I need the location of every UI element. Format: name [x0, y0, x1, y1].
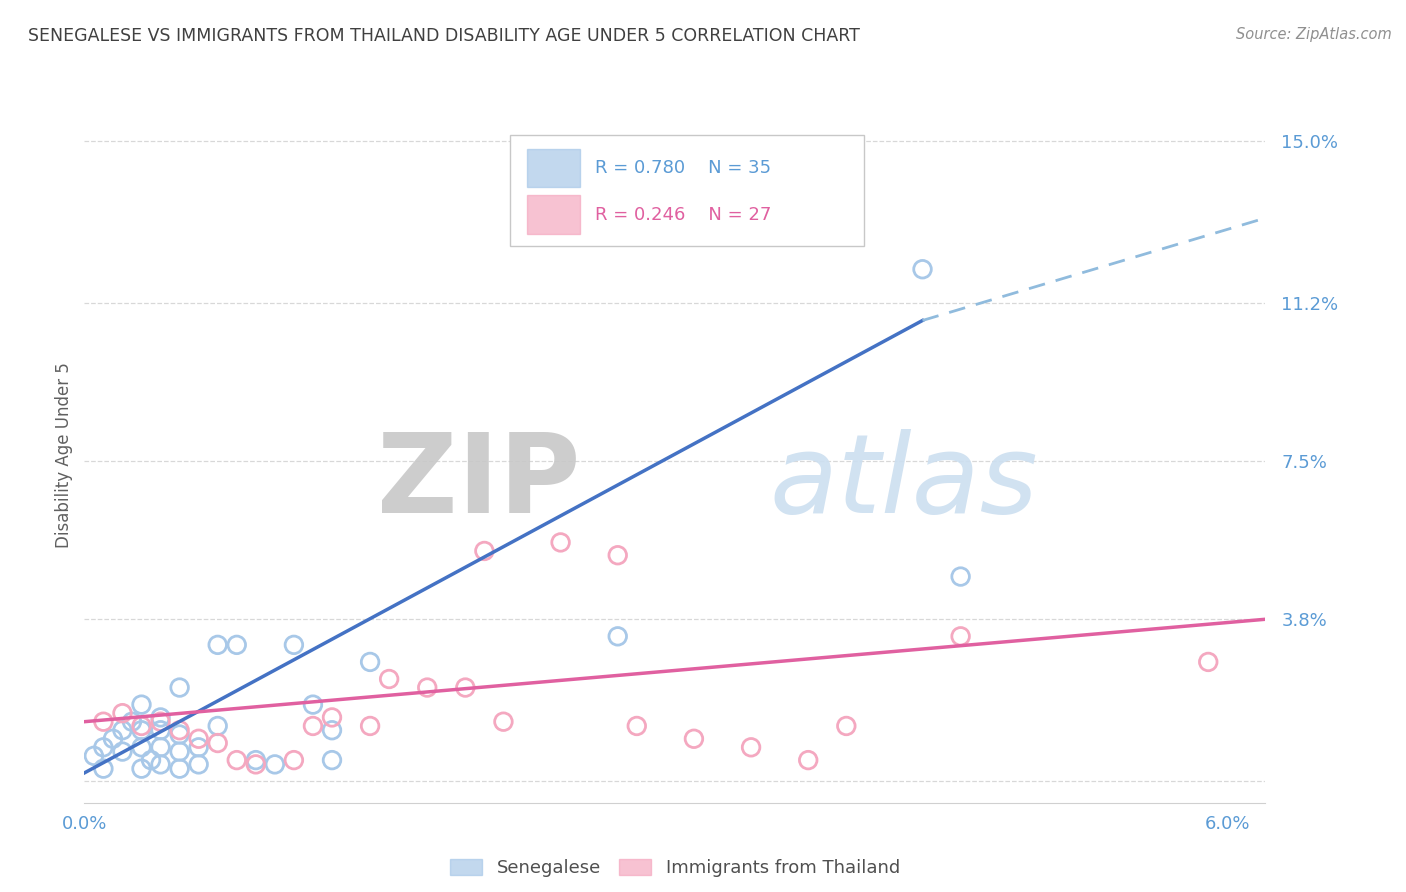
Point — [835, 719, 858, 733]
Point — [131, 723, 153, 738]
Point — [187, 740, 209, 755]
Point — [101, 731, 124, 746]
Point — [245, 753, 267, 767]
Point — [131, 719, 153, 733]
Text: Source: ZipAtlas.com: Source: ZipAtlas.com — [1236, 27, 1392, 42]
Point — [416, 681, 439, 695]
Legend: Senegalese, Immigrants from Thailand: Senegalese, Immigrants from Thailand — [443, 852, 907, 884]
Point — [949, 629, 972, 643]
Point — [131, 698, 153, 712]
Text: R = 0.780    N = 35: R = 0.780 N = 35 — [595, 160, 770, 178]
Point — [911, 262, 934, 277]
Point — [225, 753, 247, 767]
Point — [169, 681, 191, 695]
Point — [187, 731, 209, 746]
Y-axis label: Disability Age Under 5: Disability Age Under 5 — [55, 362, 73, 548]
Point — [149, 710, 172, 724]
Point — [207, 719, 229, 733]
Point — [302, 719, 325, 733]
FancyBboxPatch shape — [527, 149, 581, 187]
Point — [149, 723, 172, 738]
Text: atlas: atlas — [769, 429, 1038, 536]
Point — [492, 714, 515, 729]
Point — [169, 745, 191, 759]
Text: ZIP: ZIP — [377, 429, 581, 536]
Point — [121, 714, 143, 729]
Point — [111, 723, 134, 738]
Point — [474, 544, 496, 558]
Point — [83, 748, 105, 763]
Point — [606, 548, 628, 562]
Point — [321, 753, 343, 767]
Point — [378, 672, 401, 686]
Point — [139, 753, 162, 767]
FancyBboxPatch shape — [509, 135, 863, 246]
Point — [131, 740, 153, 755]
Point — [225, 638, 247, 652]
Point — [111, 706, 134, 721]
Point — [93, 714, 115, 729]
Point — [149, 714, 172, 729]
Point — [131, 762, 153, 776]
Point — [454, 681, 477, 695]
Point — [187, 757, 209, 772]
Point — [321, 723, 343, 738]
Point — [207, 638, 229, 652]
Point — [550, 535, 572, 549]
Point — [283, 638, 305, 652]
Point — [93, 762, 115, 776]
Point — [359, 719, 381, 733]
Point — [149, 757, 172, 772]
Point — [359, 655, 381, 669]
Point — [321, 710, 343, 724]
Point — [149, 740, 172, 755]
Point — [283, 753, 305, 767]
Point — [302, 698, 325, 712]
Point — [797, 753, 820, 767]
Point — [683, 731, 706, 746]
Point — [111, 745, 134, 759]
Text: R = 0.246    N = 27: R = 0.246 N = 27 — [595, 206, 770, 224]
Point — [245, 757, 267, 772]
FancyBboxPatch shape — [527, 195, 581, 234]
Point — [626, 719, 648, 733]
Point — [1197, 655, 1219, 669]
Point — [263, 757, 285, 772]
Point — [740, 740, 762, 755]
Point — [606, 629, 628, 643]
Point — [169, 723, 191, 738]
Point — [207, 736, 229, 750]
Point — [169, 762, 191, 776]
Point — [93, 740, 115, 755]
Text: SENEGALESE VS IMMIGRANTS FROM THAILAND DISABILITY AGE UNDER 5 CORRELATION CHART: SENEGALESE VS IMMIGRANTS FROM THAILAND D… — [28, 27, 860, 45]
Point — [949, 569, 972, 583]
Point — [169, 727, 191, 741]
